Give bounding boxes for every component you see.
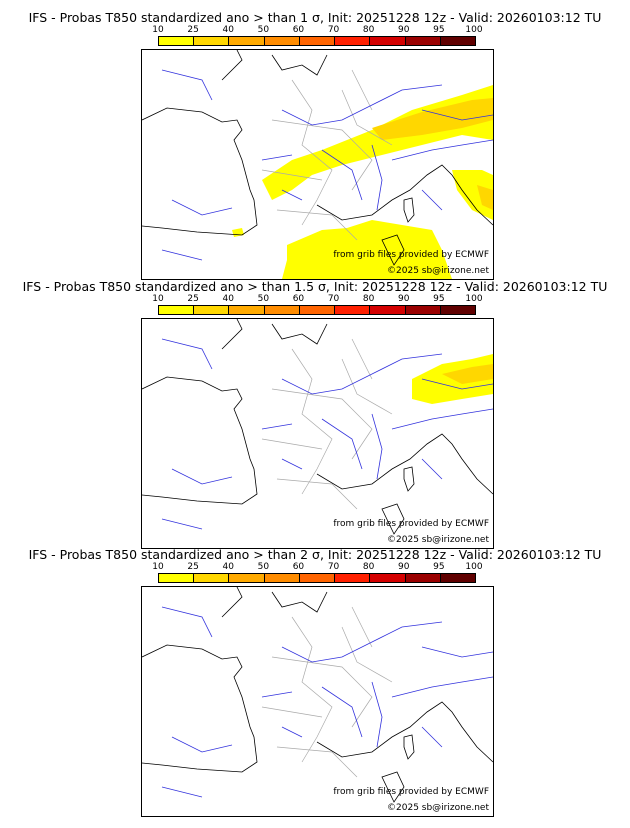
probability-map: from grib files provided by ECMWF ©2025 …: [141, 49, 494, 280]
colorbar-segment: [194, 574, 230, 582]
forecast-panel: IFS - Probas T850 standardized ano > tha…: [0, 0, 630, 280]
map-layer: [142, 50, 493, 279]
colorbar: [158, 305, 476, 315]
colorbar-tick-label: 80: [362, 294, 375, 304]
probability-area: [477, 185, 493, 210]
rivers: [161, 69, 493, 261]
colorbar-segment: [405, 37, 441, 45]
colorbar-tick-label: 90: [398, 25, 410, 35]
colorbar-segment: [159, 574, 195, 582]
data-source-credit: from grib files provided by ECMWF: [333, 519, 489, 529]
colorbar-tick-label: 60: [292, 294, 305, 304]
map-layer: [142, 587, 493, 803]
colorbar-tick-label: 80: [362, 562, 375, 572]
country-borders: [261, 338, 393, 510]
forecast-panel: IFS - Probas T850 standardized ano > tha…: [0, 269, 630, 549]
rivers: [161, 338, 493, 530]
colorbar: [158, 36, 476, 46]
colorbar-segment: [264, 306, 300, 314]
colorbar-ticks: 10 25 40 50 60 70 80 90 95 100: [152, 25, 482, 35]
colorbar-tick-label: 50: [257, 294, 270, 304]
colorbar-segment: [159, 306, 195, 314]
country-borders: [261, 69, 393, 241]
probability-area: [452, 170, 493, 220]
map-layer: [142, 319, 493, 535]
colorbar-segment: [229, 37, 265, 45]
colorbar-tick-label: 25: [187, 294, 199, 304]
colorbar-tick-label: 100: [465, 25, 483, 35]
colorbar-segment: [159, 37, 195, 45]
colorbar-segment: [370, 306, 406, 314]
colorbar-segment: [229, 574, 265, 582]
probability-area: [232, 228, 244, 237]
copyright-credit: ©2025 sb@irizone.net: [387, 535, 489, 545]
data-source-credit: from grib files provided by ECMWF: [333, 250, 489, 260]
colorbar-tick-label: 80: [362, 25, 375, 35]
colorbar-tick-label: 25: [187, 562, 199, 572]
copyright-credit: ©2025 sb@irizone.net: [387, 803, 489, 813]
colorbar-ticks: 10 25 40 50 60 70 80 90 95 100: [152, 562, 482, 572]
colorbar-tick-label: 25: [187, 25, 199, 35]
colorbar-segment: [370, 37, 406, 45]
colorbar-tick-label: 95: [433, 294, 445, 304]
colorbar: [158, 573, 476, 583]
coastline: [142, 50, 493, 266]
colorbar-segment: [299, 37, 336, 45]
probability-map: from grib files provided by ECMWF ©2025 …: [141, 318, 494, 549]
colorbar-segment: [440, 574, 475, 582]
colorbar-tick-label: 50: [257, 25, 270, 35]
colorbar-tick-label: 90: [398, 562, 410, 572]
colorbar-tick-label: 100: [465, 562, 483, 572]
colorbar-segment: [335, 37, 371, 45]
colorbar-tick-label: 10: [152, 294, 164, 304]
colorbar-segment: [194, 306, 230, 314]
colorbar-tick-label: 95: [433, 25, 445, 35]
rivers: [161, 606, 493, 798]
colorbar-segment: [194, 37, 230, 45]
colorbar-tick-label: 60: [292, 562, 305, 572]
colorbar-tick-label: 70: [327, 294, 340, 304]
colorbar-tick-label: 90: [398, 294, 410, 304]
colorbar-tick-label: 60: [292, 25, 305, 35]
colorbar-tick-label: 70: [327, 562, 340, 572]
copyright-credit: ©2025 sb@irizone.net: [387, 266, 489, 276]
probability-area: [282, 220, 452, 279]
colorbar-segment: [299, 574, 336, 582]
colorbar-tick-label: 40: [222, 25, 234, 35]
colorbar-tick-label: 10: [152, 562, 164, 572]
colorbar-tick-label: 50: [257, 562, 270, 572]
probability-area: [442, 364, 493, 384]
probability-map: from grib files provided by ECMWF ©2025 …: [141, 586, 494, 817]
colorbar-segment: [264, 574, 300, 582]
colorbar-ticks: 10 25 40 50 60 70 80 90 95 100: [152, 294, 482, 304]
colorbar-segment: [229, 306, 265, 314]
colorbar-tick-label: 70: [327, 25, 340, 35]
colorbar-segment: [405, 306, 441, 314]
colorbar-tick-label: 10: [152, 25, 164, 35]
colorbar-segment: [264, 37, 300, 45]
colorbar-segment: [405, 574, 441, 582]
colorbar-segment: [335, 306, 371, 314]
colorbar-segment: [370, 574, 406, 582]
colorbar-tick-label: 100: [465, 294, 483, 304]
forecast-panel: IFS - Probas T850 standardized ano > tha…: [0, 537, 630, 817]
data-source-credit: from grib files provided by ECMWF: [333, 787, 489, 797]
colorbar-tick-label: 95: [433, 562, 445, 572]
colorbar-tick-label: 40: [222, 562, 234, 572]
colorbar-segment: [335, 574, 371, 582]
colorbar-segment: [440, 306, 475, 314]
probability-area: [372, 98, 493, 140]
country-borders: [261, 606, 393, 778]
panel-title: IFS - Probas T850 standardized ano > tha…: [28, 547, 602, 562]
colorbar-segment: [299, 306, 336, 314]
colorbar-tick-label: 40: [222, 294, 234, 304]
probability-shading: [232, 85, 493, 279]
coastline: [142, 587, 493, 803]
panel-title: IFS - Probas T850 standardized ano > tha…: [22, 279, 608, 294]
coastline: [142, 319, 493, 535]
panel-title: IFS - Probas T850 standardized ano > tha…: [28, 10, 602, 25]
colorbar-segment: [440, 37, 475, 45]
probability-shading: [412, 354, 493, 404]
